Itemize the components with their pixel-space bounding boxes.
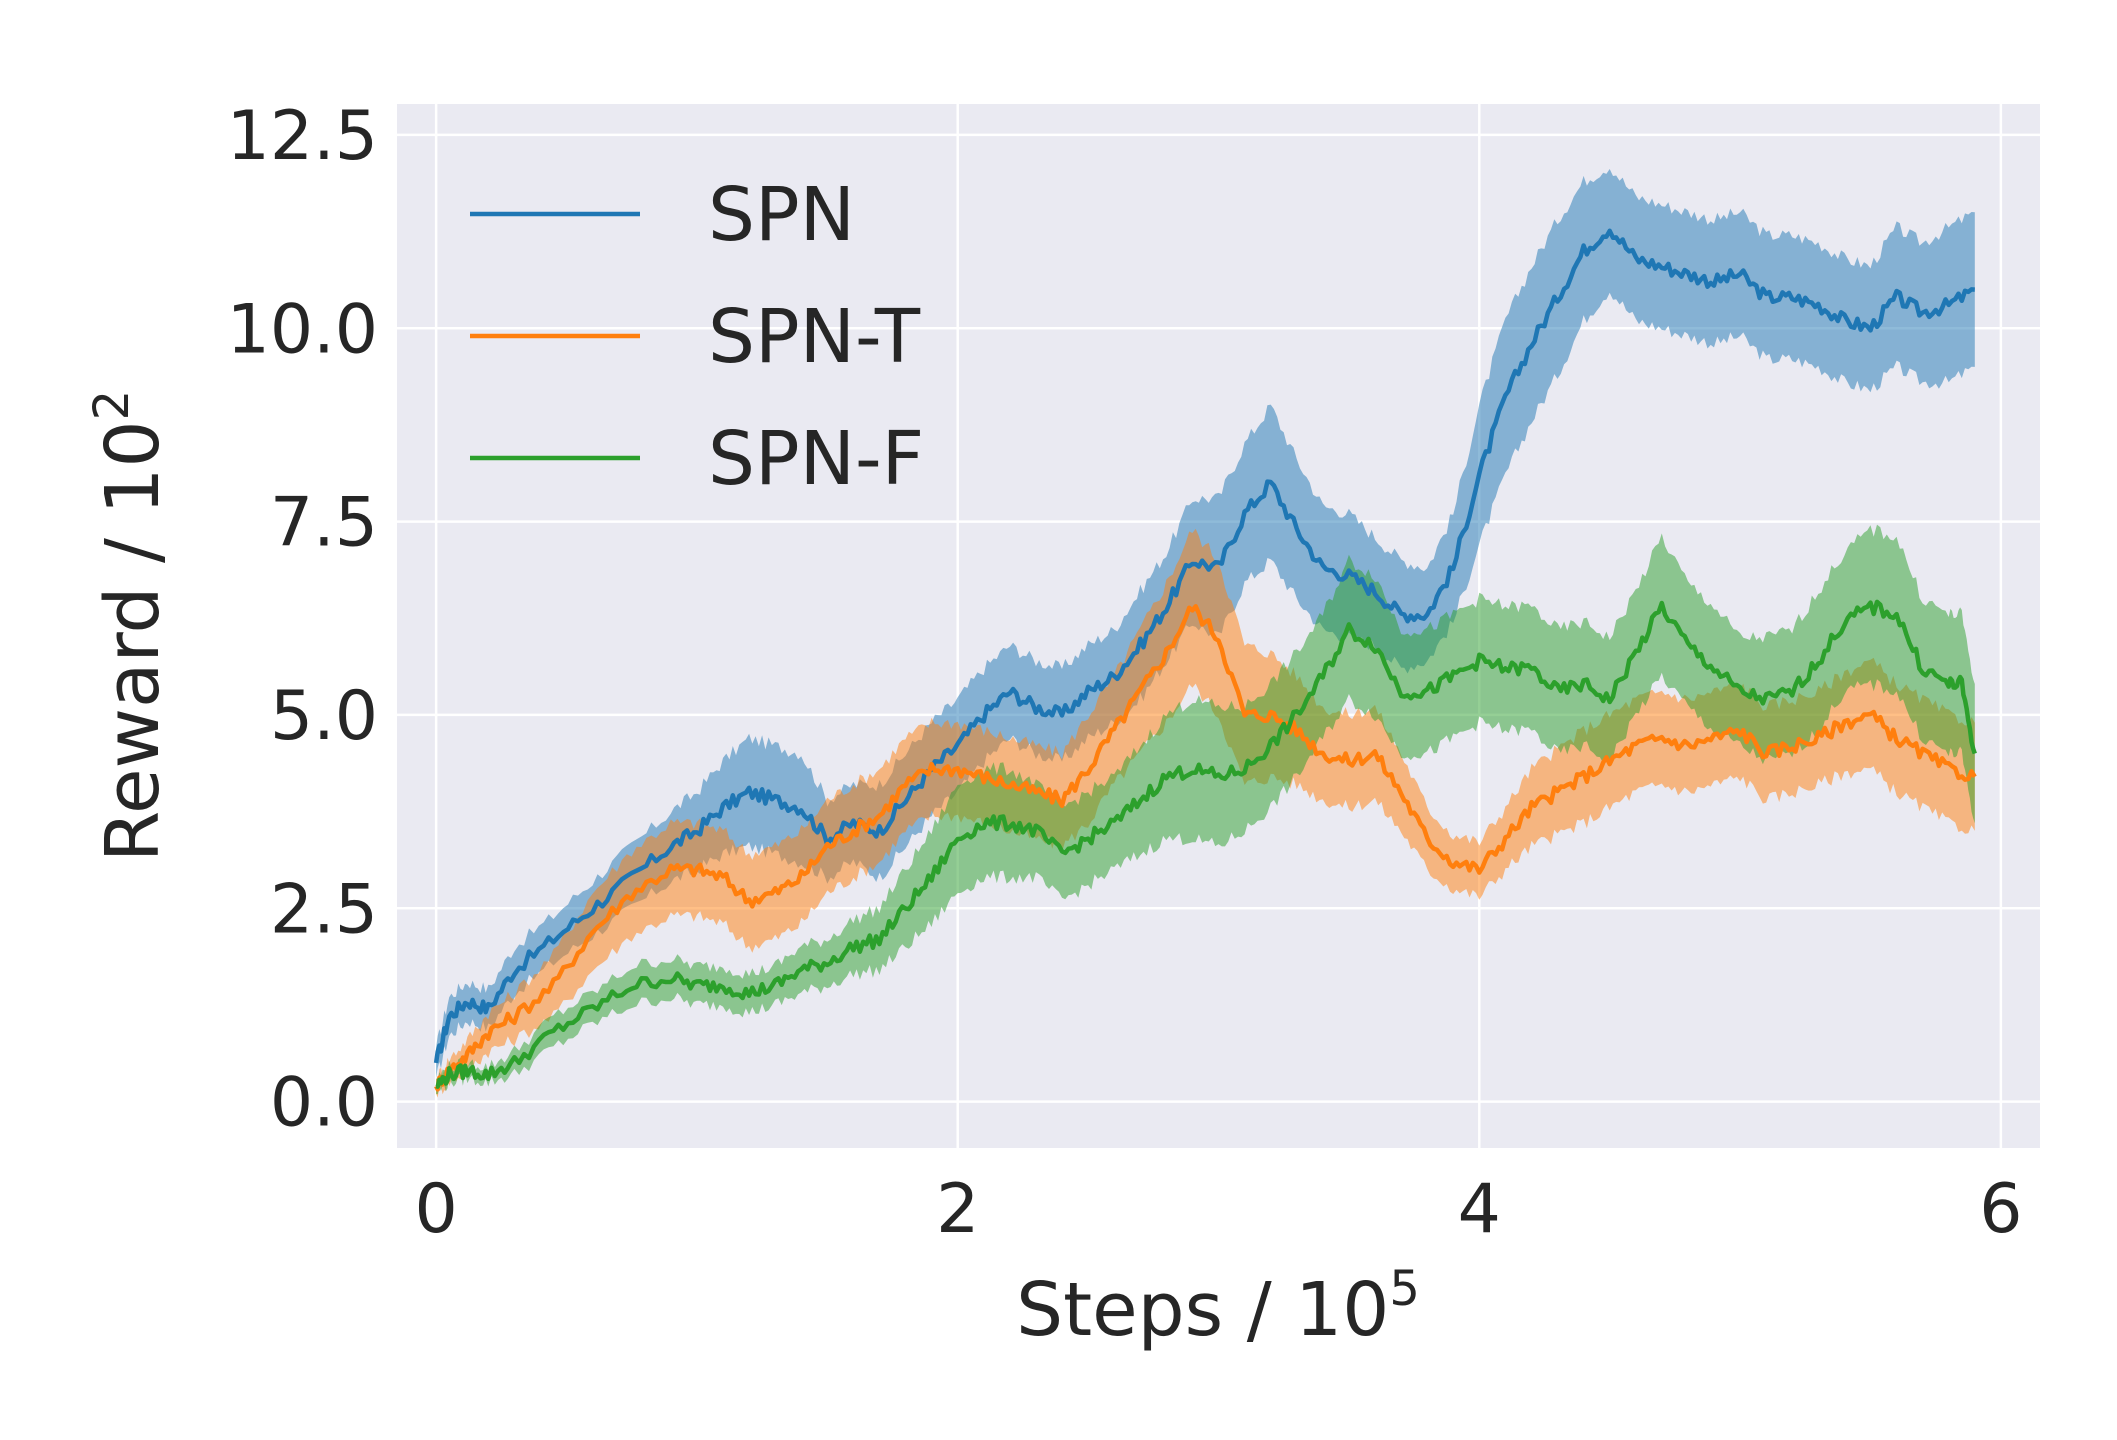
- y-tick-label: 12.5: [227, 97, 378, 176]
- legend: SPN SPN-T SPN-F: [470, 172, 924, 502]
- band-spn-f: [436, 524, 1975, 1095]
- line-spn-f: [435, 599, 1977, 1089]
- y-tick-label: 5.0: [270, 677, 378, 756]
- y-tick-label: 0.0: [270, 1064, 378, 1143]
- band-spn-t: [436, 528, 1975, 1098]
- series-lines: [433, 228, 1977, 1092]
- x-tick-label: 2: [936, 1170, 979, 1249]
- legend-label-spn-t: SPN-T: [708, 294, 921, 380]
- y-axis-label-base: Reward / 10: [90, 420, 176, 862]
- x-tick-label: 4: [1458, 1170, 1501, 1249]
- y-axis-label-exponent: 2: [84, 390, 140, 421]
- line-spn-t: [434, 604, 1977, 1092]
- legend-label-spn-f: SPN-F: [708, 416, 924, 502]
- x-axis-label-base: Steps / 10: [1016, 1267, 1389, 1353]
- y-tick-label: 2.5: [270, 870, 378, 949]
- x-tick-label: 6: [1979, 1170, 2022, 1249]
- legend-label-spn: SPN: [708, 172, 855, 258]
- line-spn: [433, 228, 1975, 1064]
- y-tick-label: 10.0: [227, 290, 378, 369]
- x-tick-labels: 0 2 4 6: [414, 1170, 2022, 1249]
- y-axis-label: Reward / 102: [84, 390, 176, 862]
- x-axis-label-exponent: 5: [1389, 1261, 1420, 1317]
- y-tick-label: 7.5: [270, 484, 378, 563]
- x-axis-label: Steps / 105: [1016, 1261, 1420, 1353]
- x-tick-label: 0: [414, 1170, 457, 1249]
- y-tick-labels: 0.0 2.5 5.0 7.5 10.0 12.5: [227, 97, 378, 1143]
